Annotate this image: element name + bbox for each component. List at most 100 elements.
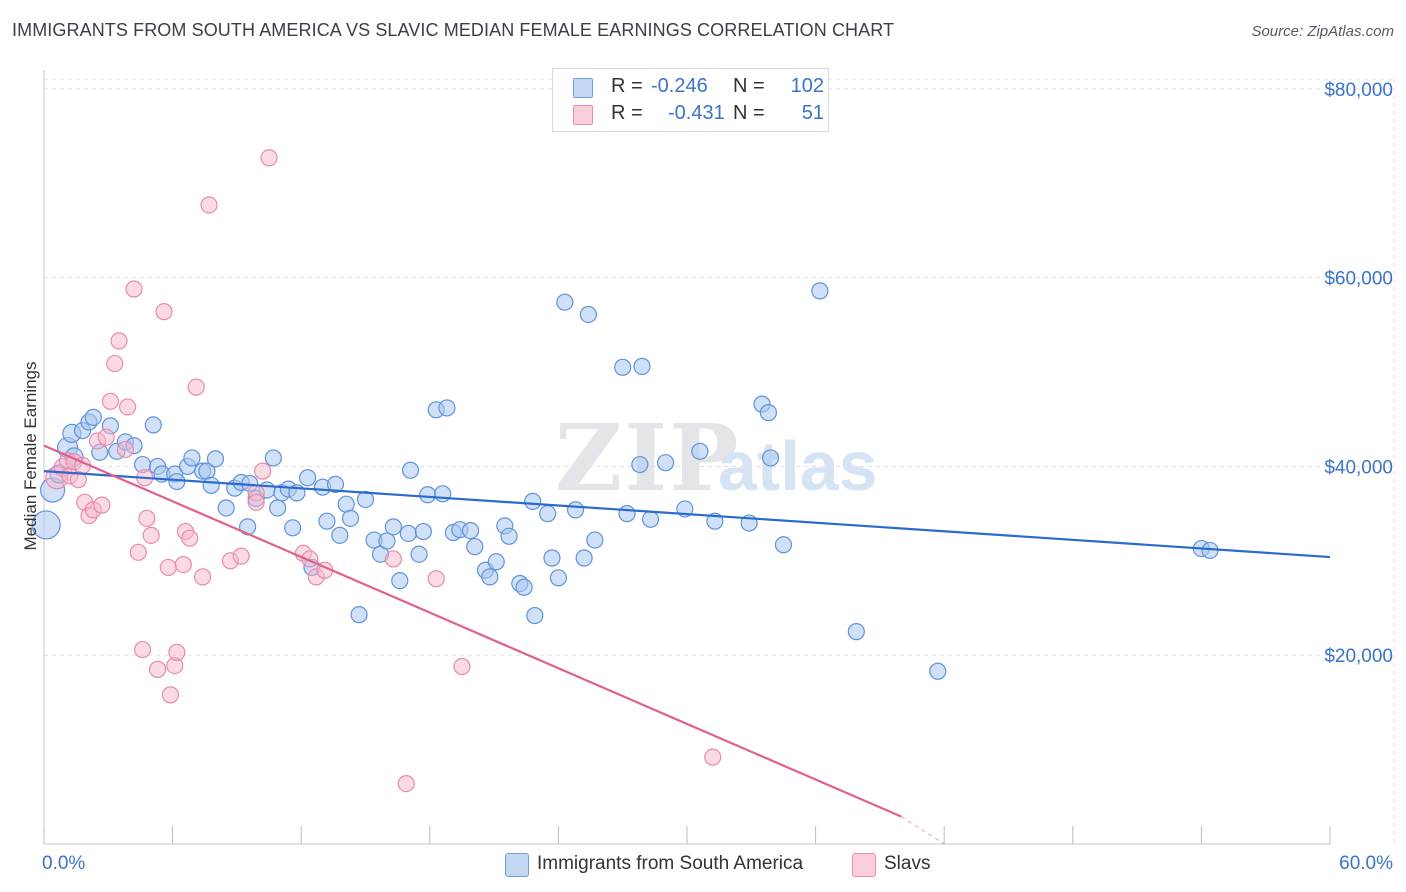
- data-point-south-america: [326, 475, 345, 493]
- data-point-slavs: [110, 332, 128, 350]
- data-point-south-america: [641, 510, 660, 528]
- series-south-america-points: [31, 282, 1219, 680]
- data-point-south-america: [515, 578, 533, 596]
- data-point-south-america: [217, 499, 235, 517]
- data-point-slavs: [106, 354, 124, 373]
- data-point-south-america: [183, 449, 201, 467]
- data-point-south-america: [438, 399, 456, 417]
- data-point-south-america: [378, 532, 396, 550]
- data-point-slavs: [138, 509, 156, 527]
- data-point-south-america: [774, 536, 793, 554]
- data-point-slavs: [427, 570, 445, 588]
- data-point-south-america: [929, 662, 947, 680]
- data-point-slavs: [254, 462, 272, 480]
- data-point-south-america: [631, 455, 649, 474]
- data-point-slavs: [704, 748, 722, 766]
- data-point-slavs: [125, 280, 143, 298]
- data-point-south-america: [656, 454, 675, 472]
- x-tick-label: 60.0%: [1339, 853, 1393, 874]
- data-point-slavs: [133, 640, 152, 659]
- legend-swatch-pink: [573, 105, 593, 125]
- data-point-south-america: [419, 486, 437, 504]
- series-slavs-points: [45, 149, 722, 793]
- data-point-south-america: [461, 522, 480, 540]
- data-point-south-america: [614, 358, 632, 376]
- data-point-south-america: [549, 569, 568, 587]
- data-point-south-america: [350, 606, 368, 624]
- data-point-slavs: [161, 686, 180, 704]
- data-point-south-america: [356, 490, 375, 509]
- data-point-slavs: [260, 149, 278, 167]
- data-point-slavs: [232, 547, 250, 565]
- data-point-south-america: [269, 499, 287, 517]
- data-point-south-america: [341, 509, 360, 527]
- data-point-south-america: [410, 545, 428, 563]
- n-value: 51: [801, 102, 824, 124]
- data-point-slavs: [194, 568, 212, 586]
- chart-title: IMMIGRANTS FROM SOUTH AMERICA VS SLAVIC …: [12, 20, 895, 40]
- r-value: -0.246: [651, 75, 708, 97]
- n-value: 102: [790, 75, 824, 97]
- data-point-south-america: [414, 522, 432, 541]
- r-value: -0.431: [668, 102, 725, 124]
- data-point-slavs: [247, 493, 265, 511]
- data-point-south-america: [284, 519, 302, 537]
- stats-legend: R = -0.246 N = 102 R = -0.431 N = 51: [552, 68, 829, 132]
- axes: [43, 70, 1331, 845]
- data-point-south-america: [299, 469, 317, 487]
- data-point-south-america: [566, 501, 585, 519]
- data-point-south-america: [543, 549, 561, 567]
- data-point-south-america: [618, 505, 636, 523]
- data-point-south-america: [811, 282, 829, 300]
- data-point-south-america: [526, 606, 544, 625]
- r-label: R =: [611, 75, 643, 97]
- data-point-south-america: [202, 476, 220, 494]
- data-point-south-america: [331, 526, 349, 544]
- data-point-south-america: [168, 472, 186, 491]
- data-point-south-america: [524, 492, 542, 510]
- y-tick-label: $40,000: [1324, 457, 1393, 478]
- legend-swatch-blue: [573, 78, 593, 98]
- data-point-slavs: [148, 660, 167, 678]
- data-point-slavs: [384, 550, 402, 568]
- stats-row-slavs: R = -0.431 N = 51: [573, 102, 824, 128]
- data-point-south-america: [586, 531, 604, 549]
- trend-line-slavs-extension: [901, 816, 945, 845]
- data-point-slavs: [116, 440, 135, 459]
- data-point-south-america: [556, 293, 574, 311]
- legend-swatch-pink: [852, 853, 876, 877]
- data-point-south-america: [633, 357, 651, 375]
- trend-line-slavs: [43, 444, 902, 818]
- legend-label: Immigrants from South America: [537, 853, 804, 874]
- legend-label: Slavs: [884, 853, 931, 874]
- data-point-slavs: [397, 774, 415, 793]
- data-point-south-america: [206, 450, 225, 468]
- legend-swatch-blue: [505, 853, 529, 877]
- data-point-south-america: [337, 495, 355, 513]
- data-point-south-america: [466, 538, 484, 556]
- data-point-south-america: [144, 416, 162, 434]
- data-point-south-america: [264, 449, 282, 467]
- data-point-slavs: [118, 398, 137, 416]
- n-label: N =: [733, 75, 765, 97]
- chart-source: Source: ZipAtlas.com: [1251, 23, 1394, 40]
- data-point-slavs: [129, 543, 147, 561]
- y-tick-label: $20,000: [1324, 646, 1393, 667]
- data-point-south-america: [31, 510, 61, 540]
- data-point-south-america: [575, 549, 593, 567]
- data-point-slavs: [93, 496, 111, 514]
- watermark: ZIP atlas: [555, 404, 878, 512]
- data-point-south-america: [399, 524, 417, 543]
- data-point-slavs: [174, 556, 192, 574]
- data-point-south-america: [761, 449, 780, 467]
- data-point-south-america: [84, 408, 102, 426]
- data-point-south-america: [539, 505, 557, 523]
- trend-line-south-america: [43, 470, 1331, 559]
- data-point-south-america: [500, 527, 518, 545]
- data-point-south-america: [401, 461, 420, 479]
- trend-lines: [43, 444, 1331, 845]
- data-point-slavs: [101, 392, 120, 410]
- data-point-south-america: [481, 568, 499, 586]
- watermark-zip: ZIP: [555, 404, 740, 512]
